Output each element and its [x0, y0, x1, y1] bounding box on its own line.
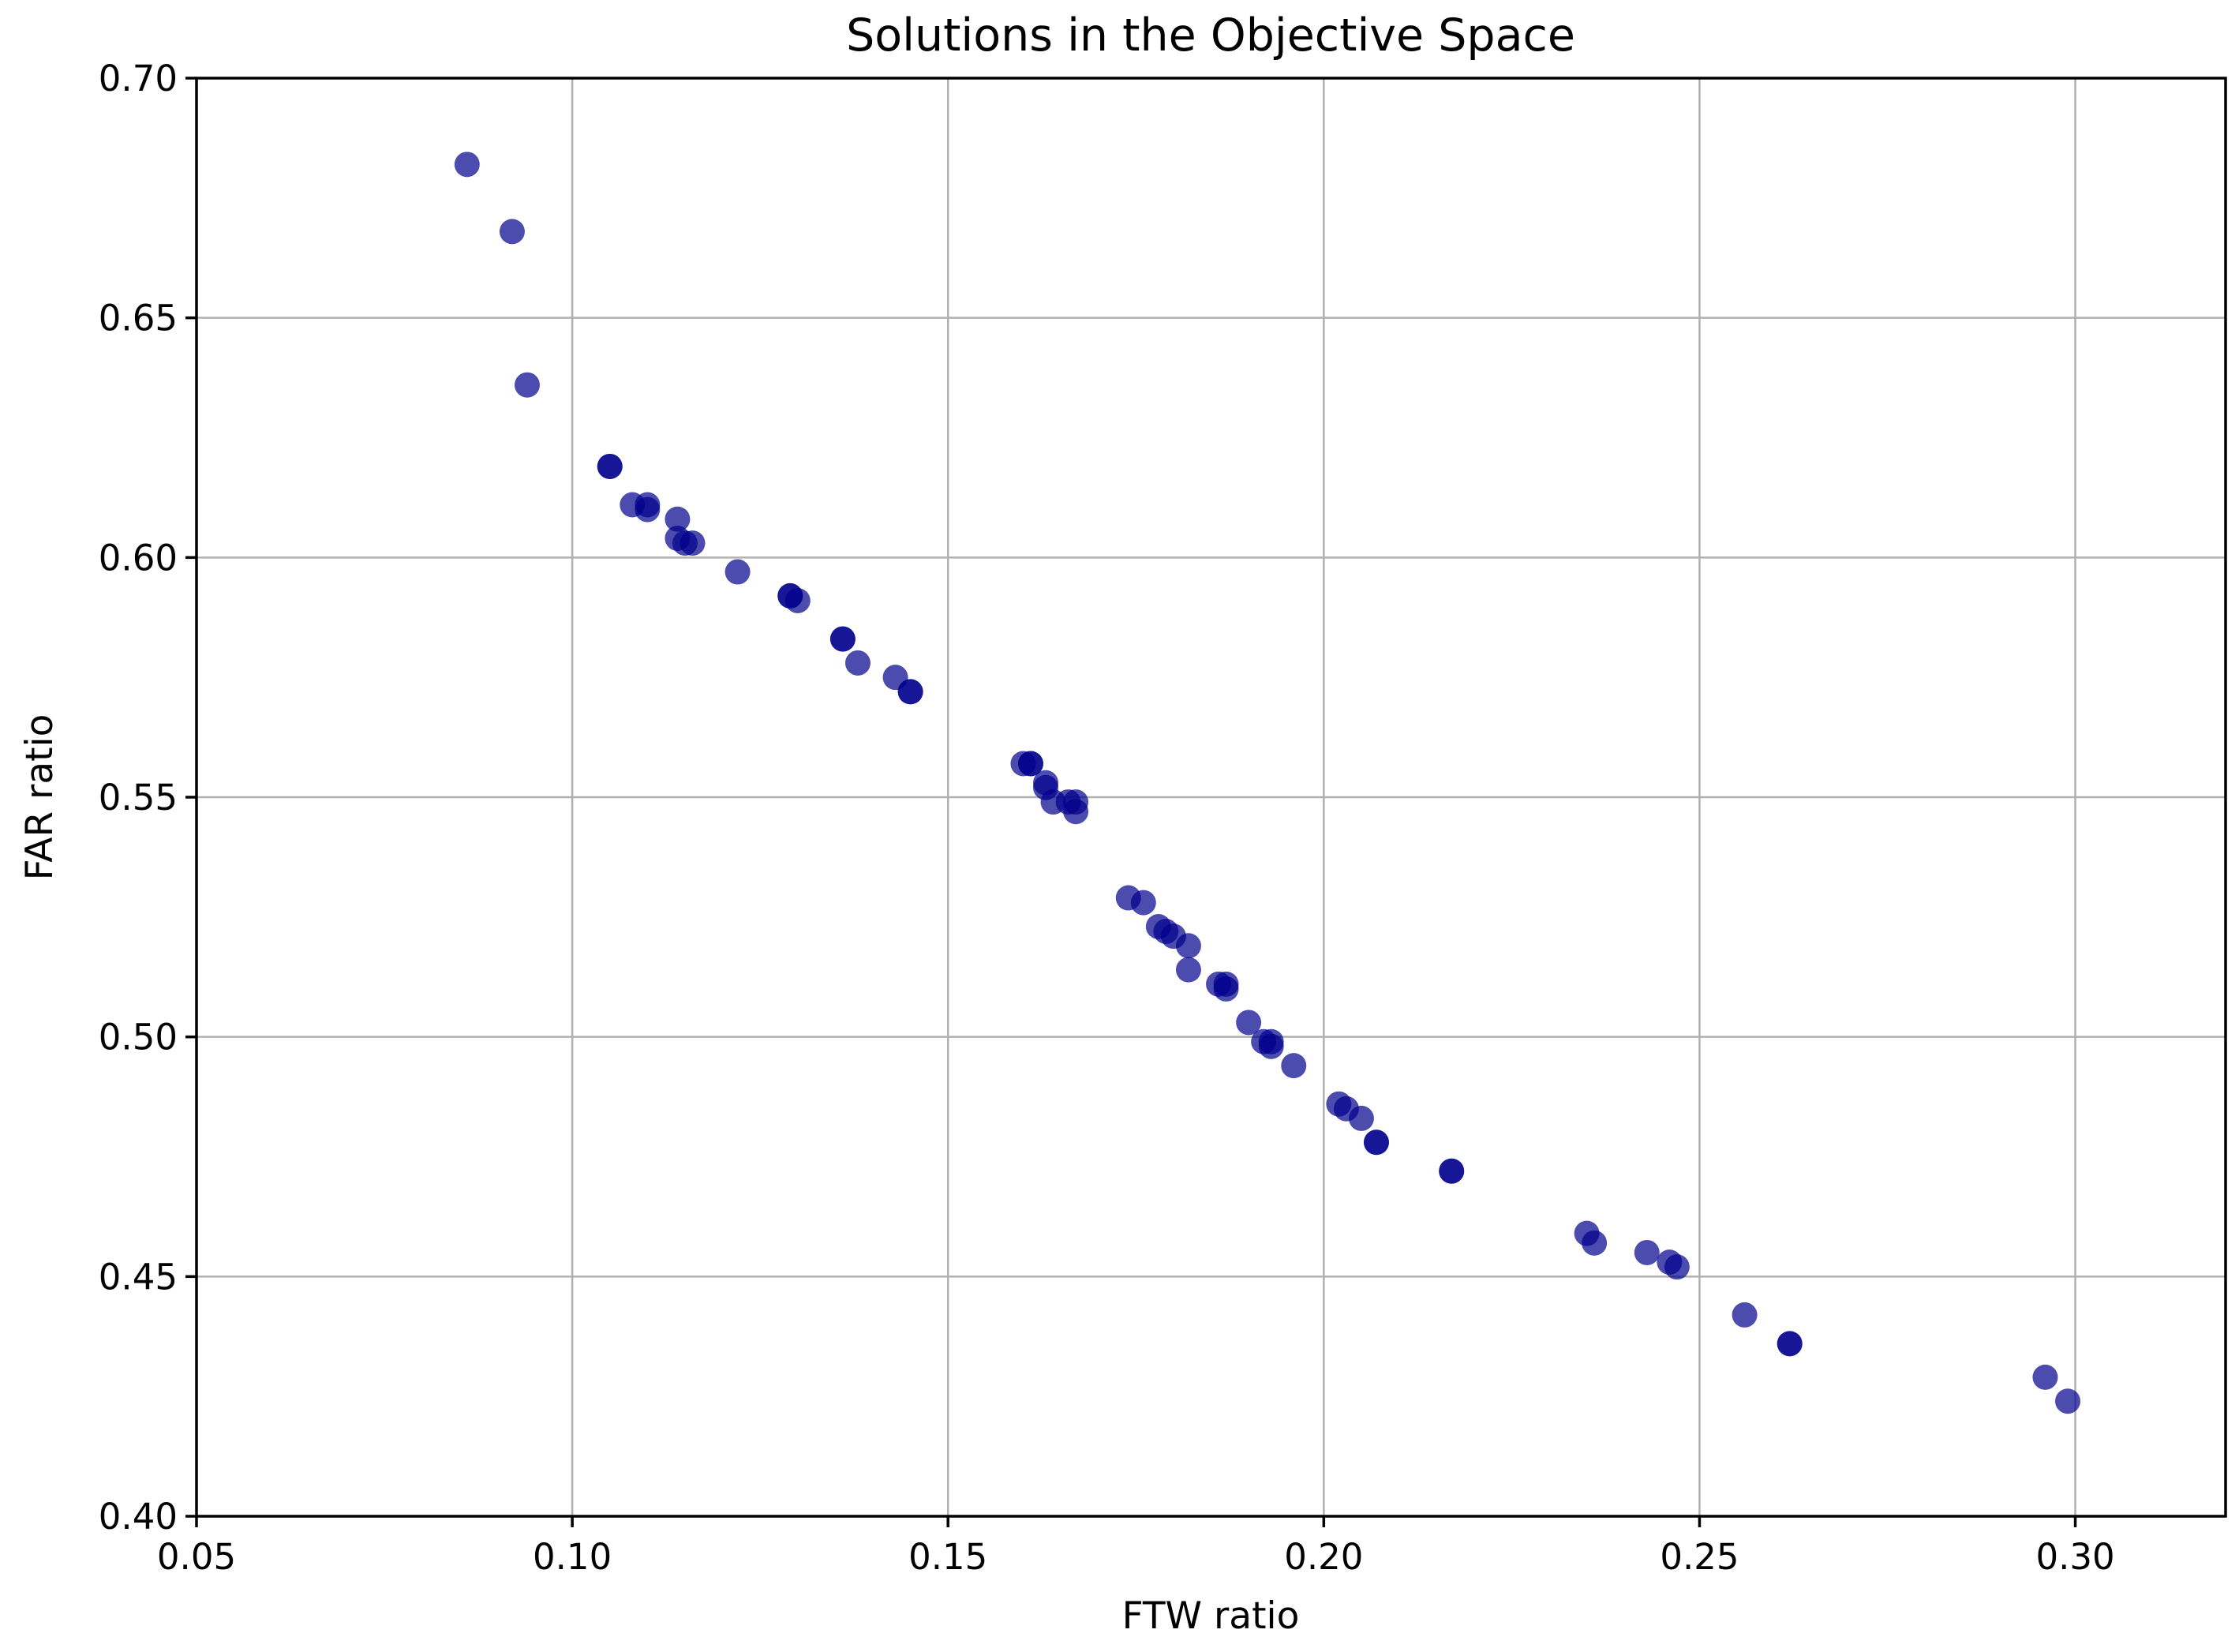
- data-point: [680, 530, 706, 556]
- x-tick-label: 0.25: [1660, 1536, 1739, 1578]
- data-point: [1664, 1254, 1690, 1280]
- data-points: [454, 152, 2081, 1414]
- x-tick-label: 0.30: [2035, 1536, 2114, 1578]
- data-point: [1363, 1129, 1389, 1156]
- data-point: [454, 152, 480, 178]
- y-tick-label: 0.65: [99, 298, 178, 339]
- x-tick-label: 0.15: [908, 1536, 987, 1578]
- x-axis-label: FTW ratio: [1122, 1594, 1300, 1638]
- data-point: [724, 559, 751, 585]
- data-point: [1732, 1302, 1758, 1328]
- data-point: [2055, 1388, 2081, 1414]
- data-point: [1175, 933, 1201, 959]
- data-point: [665, 506, 691, 532]
- data-point: [635, 496, 661, 523]
- data-point: [1777, 1331, 1803, 1357]
- chart-title: Solutions in the Objective Space: [846, 9, 1575, 62]
- data-point: [2032, 1364, 2058, 1390]
- axis-ticks: 0.05 0.10 0.15 0.20 0.25 0.30 0.40 0.45 0.50 0.55…: [99, 58, 2115, 1578]
- data-point: [1258, 1033, 1284, 1059]
- data-point: [1236, 1010, 1262, 1036]
- data-point: [1213, 976, 1239, 1002]
- x-tick-label: 0.05: [157, 1536, 236, 1578]
- data-point: [1439, 1158, 1465, 1184]
- data-point: [1017, 751, 1043, 777]
- data-point: [1634, 1239, 1660, 1265]
- data-point: [499, 219, 525, 245]
- data-point: [514, 372, 540, 398]
- y-tick-label: 0.50: [99, 1017, 178, 1058]
- data-point: [1063, 799, 1089, 825]
- y-tick-label: 0.45: [99, 1256, 178, 1298]
- x-tick-label: 0.10: [533, 1536, 612, 1578]
- y-tick-label: 0.70: [99, 58, 178, 99]
- data-point: [897, 679, 923, 705]
- data-point: [1130, 890, 1156, 916]
- y-tick-label: 0.40: [99, 1496, 178, 1538]
- y-tick-label: 0.60: [99, 537, 178, 579]
- data-point: [1582, 1230, 1608, 1256]
- y-tick-label: 0.55: [99, 777, 178, 819]
- data-point: [829, 626, 856, 652]
- data-point: [1348, 1105, 1374, 1131]
- y-axis-label: FAR ratio: [18, 714, 62, 881]
- data-point: [844, 650, 871, 676]
- data-point: [597, 453, 623, 479]
- data-point: [1175, 957, 1201, 983]
- x-tick-label: 0.20: [1284, 1536, 1363, 1578]
- data-point: [1281, 1053, 1307, 1079]
- data-point: [784, 587, 811, 613]
